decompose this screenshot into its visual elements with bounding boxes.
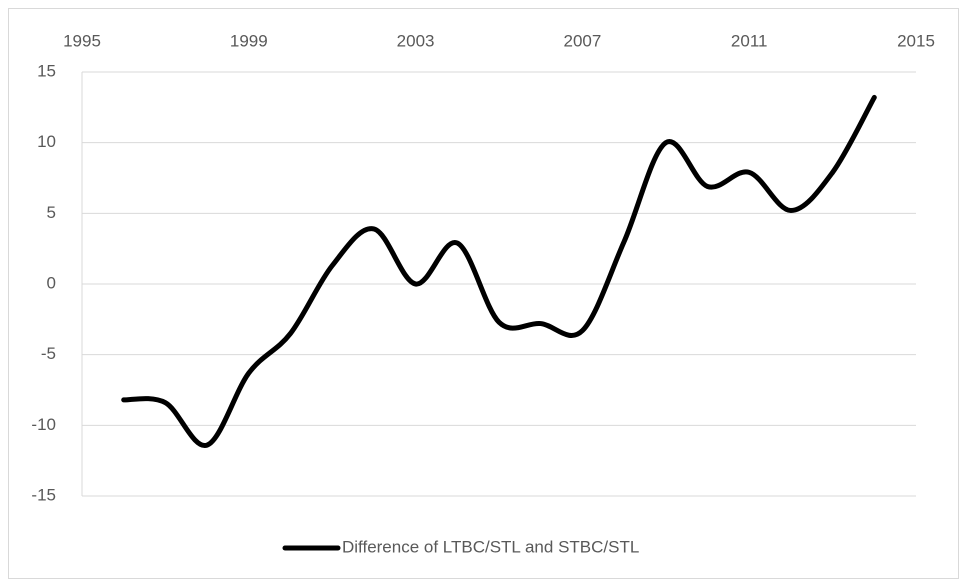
x-tick-label: 1995 (63, 31, 101, 50)
x-tick-label: 1999 (230, 31, 268, 50)
x-tick-label: 2011 (731, 31, 768, 50)
x-tick-label: 2007 (563, 31, 601, 50)
y-tick-label: -15 (31, 485, 56, 504)
x-tick-label: 2015 (897, 31, 935, 50)
y-tick-label: -5 (41, 344, 56, 363)
x-tick-label: 2003 (397, 31, 435, 50)
y-tick-label: 5 (47, 203, 56, 222)
y-tick-label: 15 (37, 61, 56, 80)
y-tick-label: 0 (47, 273, 56, 292)
legend-label: Difference of LTBC/STL and STBC/STL (342, 537, 639, 556)
y-tick-label: 10 (37, 132, 56, 151)
y-tick-label: -10 (31, 415, 56, 434)
series-line (121, 94, 877, 448)
